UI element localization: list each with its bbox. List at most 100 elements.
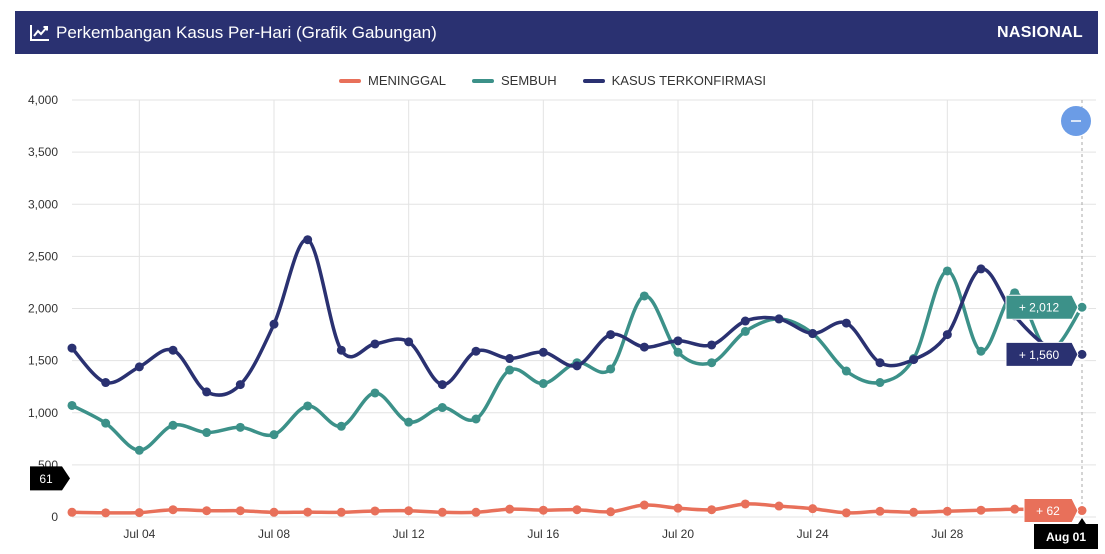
data-point-meninggal	[67, 507, 77, 517]
data-point-meninggal	[538, 505, 548, 515]
data-point-kasus-terkonfirmasi	[875, 358, 885, 368]
chart-header: Perkembangan Kasus Per-Hari (Grafik Gabu…	[15, 11, 1098, 54]
crosshair-value-box	[30, 466, 70, 491]
data-point-meninggal	[370, 506, 380, 516]
legend-swatch-meninggal	[339, 78, 361, 83]
value-flag-box	[1023, 498, 1079, 524]
data-point-meninggal	[235, 506, 245, 516]
data-point-sembuh	[471, 414, 481, 424]
series-meninggal	[67, 499, 1089, 518]
x-tick-label: Jul 24	[797, 527, 829, 541]
data-point-kasus-terkonfirmasi	[942, 330, 952, 340]
data-point-meninggal	[774, 501, 784, 511]
data-point-sembuh	[336, 421, 346, 431]
data-point-kasus-terkonfirmasi	[235, 380, 245, 390]
y-tick-label: 2,000	[28, 302, 58, 316]
data-point-kasus-terkonfirmasi	[437, 380, 447, 390]
y-tick-label: 2,500	[28, 249, 58, 263]
value-flag-box	[1005, 341, 1079, 367]
value-flag-label: + 2,012	[1019, 301, 1060, 315]
chart-legend: MENINGGAL SEMBUH KASUS TERKONFIRMASI	[0, 73, 1105, 88]
data-point-meninggal	[740, 499, 750, 509]
data-point-kasus-terkonfirmasi	[976, 264, 986, 274]
data-point-meninggal	[471, 507, 481, 517]
data-point-kasus-terkonfirmasi	[269, 319, 279, 329]
data-point-sembuh	[202, 428, 212, 438]
data-point-sembuh	[942, 266, 952, 276]
legend-swatch-terkonfirmasi	[582, 78, 605, 83]
data-point-meninggal	[437, 507, 447, 517]
legend-item-sembuh[interactable]: SEMBUH	[472, 73, 557, 88]
crosshair-x-text: Aug 01	[1046, 530, 1086, 544]
data-point-meninggal	[269, 507, 279, 517]
data-point-sembuh	[875, 378, 885, 388]
y-tick-label: 3,000	[28, 197, 58, 211]
data-point-meninggal	[808, 504, 818, 514]
crosshair-x-label: Aug 01	[1034, 518, 1098, 549]
y-tick-label: 0	[51, 510, 58, 524]
data-point-sembuh	[976, 346, 986, 356]
data-point-sembuh	[841, 366, 851, 376]
data-point-meninggal	[841, 508, 851, 518]
page-title: Perkembangan Kasus Per-Hari (Grafik Gabu…	[56, 22, 437, 42]
data-point-sembuh	[639, 291, 649, 301]
data-point-sembuh	[404, 417, 414, 427]
data-point-sembuh	[673, 347, 683, 357]
crosshair-value-label: 61	[30, 466, 70, 491]
data-point-sembuh	[269, 430, 279, 440]
data-point-meninggal	[606, 507, 616, 517]
data-point-meninggal	[505, 504, 515, 514]
legend-label-meninggal: MENINGGAL	[368, 73, 447, 88]
data-point-sembuh	[67, 400, 77, 410]
data-point-meninggal	[336, 507, 346, 517]
scope-label: NASIONAL	[997, 23, 1083, 41]
y-tick-label: 3,500	[28, 145, 58, 159]
crosshair-x-box	[1034, 518, 1098, 549]
data-point-kasus-terkonfirmasi	[336, 345, 346, 355]
collapse-button[interactable]	[1061, 106, 1091, 136]
data-point-kasus-terkonfirmasi	[303, 235, 313, 245]
x-tick-label: Jul 16	[527, 527, 559, 541]
value-flag-kasus-terkonfirmasi: + 1,560	[1005, 341, 1079, 367]
data-point-sembuh	[740, 326, 750, 336]
y-tick-label: 4,000	[28, 93, 58, 107]
data-point-meninggal	[976, 505, 986, 515]
data-point-kasus-terkonfirmasi	[538, 347, 548, 357]
data-point-kasus-terkonfirmasi	[639, 342, 649, 352]
value-flag-label: + 62	[1036, 504, 1060, 518]
data-point-sembuh	[168, 420, 178, 430]
x-tick-label: Jul 20	[662, 527, 694, 541]
data-point-meninggal	[101, 508, 111, 518]
legend-swatch-sembuh	[472, 78, 495, 83]
data-point-sembuh	[235, 422, 245, 432]
data-point-kasus-terkonfirmasi	[202, 387, 212, 397]
data-point-kasus-terkonfirmasi	[707, 340, 717, 350]
data-point-kasus-terkonfirmasi	[505, 354, 515, 364]
data-point-kasus-terkonfirmasi	[774, 314, 784, 324]
data-point-sembuh	[505, 365, 515, 375]
data-point-sembuh	[437, 403, 447, 413]
data-point-kasus-terkonfirmasi	[606, 330, 616, 340]
legend-item-meninggal[interactable]: MENINGGAL	[339, 73, 446, 88]
value-flag-box	[1005, 294, 1079, 320]
value-flag-label: + 1,560	[1019, 348, 1060, 362]
legend-label-sembuh: SEMBUH	[501, 73, 557, 88]
line-chart-icon	[30, 23, 50, 43]
data-point-meninggal	[639, 500, 649, 510]
data-point-kasus-terkonfirmasi	[101, 378, 111, 388]
series-kasus-terkonfirmasi	[67, 235, 1089, 397]
data-point-sembuh	[370, 388, 380, 398]
data-point-kasus-terkonfirmasi	[740, 316, 750, 326]
y-tick-label: 1,500	[28, 354, 58, 368]
y-tick-label: 1,000	[28, 406, 58, 420]
x-tick-label: Jul 12	[393, 527, 425, 541]
value-flag-meninggal: + 62	[1023, 498, 1079, 524]
data-point-kasus-terkonfirmasi	[673, 336, 683, 346]
x-tick-label: Jul 04	[123, 527, 155, 541]
legend-item-terkonfirmasi[interactable]: KASUS TERKONFIRMASI	[582, 73, 766, 88]
data-point-kasus-terkonfirmasi	[67, 343, 77, 353]
value-flag-sembuh: + 2,012	[1005, 294, 1079, 320]
data-point-sembuh	[134, 445, 144, 455]
data-point-sembuh	[101, 418, 111, 428]
